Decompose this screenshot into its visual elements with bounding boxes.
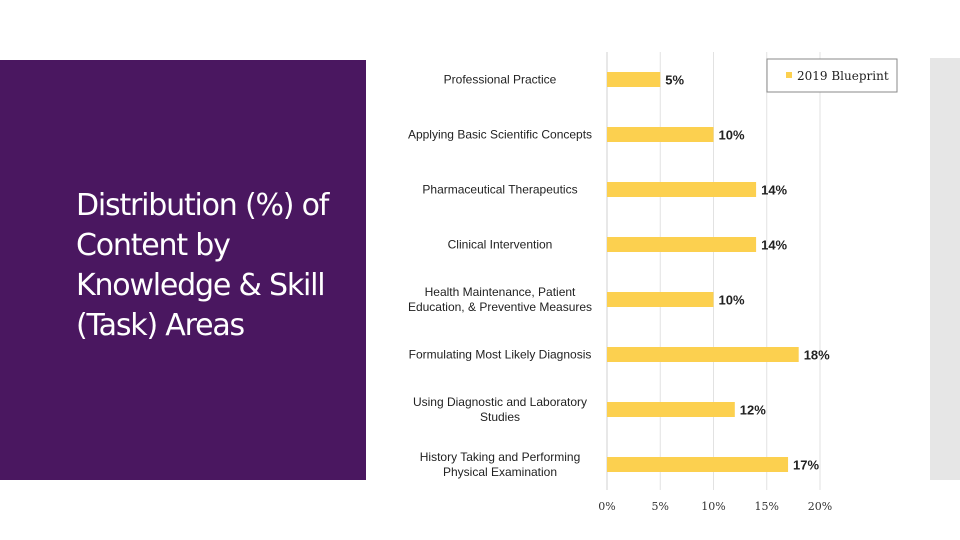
category-label: Formulating Most Likely Diagnosis (409, 348, 592, 362)
bar (607, 127, 714, 142)
bars (607, 72, 799, 472)
value-label: 14% (761, 238, 787, 253)
legend-swatch (786, 72, 792, 78)
category-label-line: Using Diagnostic and Laboratory (413, 395, 587, 409)
legend-label: 2019 Blueprint (797, 69, 889, 83)
value-label: 14% (761, 183, 787, 198)
gridlines (606, 52, 821, 490)
category-label: Professional Practice (444, 73, 557, 87)
bar (607, 347, 799, 362)
category-label-line: Clinical Intervention (448, 238, 553, 252)
category-label: Health Maintenance, Patient Education, & … (408, 285, 592, 314)
category-label-line: Physical Examination (443, 465, 557, 479)
value-label: 5% (665, 73, 684, 88)
bar (607, 457, 789, 472)
x-tick-label: 10% (701, 500, 725, 513)
bar (607, 292, 714, 307)
bar (607, 402, 735, 417)
category-label: Pharmaceutical Therapeutics (422, 183, 577, 197)
category-label: Clinical Intervention (448, 238, 553, 252)
category-label-line: Formulating Most Likely Diagnosis (409, 348, 592, 362)
value-label: 17% (793, 458, 819, 473)
category-label-line: Pharmaceutical Therapeutics (422, 183, 577, 197)
x-tick-label: 15% (755, 500, 779, 513)
bar (607, 72, 661, 87)
category-label: Applying Basic Scientific Concepts (408, 128, 592, 142)
category-label-line: Health Maintenance, Patient (425, 285, 576, 299)
value-labels: 5% 10% 14% 14% 10% 18% 12% 17% (665, 73, 830, 473)
category-label-line: Applying Basic Scientific Concepts (408, 128, 592, 142)
value-label: 18% (804, 348, 830, 363)
legend: 2019 Blueprint (766, 58, 898, 93)
title-panel (0, 60, 366, 480)
x-tick-label: 20% (808, 500, 832, 513)
category-label: Using Diagnostic and Laboratory Studies (413, 395, 587, 424)
category-label-line: Education, & Preventive Measures (408, 300, 592, 314)
right-decorative-strip (930, 58, 960, 480)
category-label-line: Studies (480, 410, 520, 424)
x-tick-label: 0% (598, 500, 615, 513)
x-axis-ticks: 0% 5% 10% 15% 20% (598, 500, 832, 513)
value-label: 10% (719, 128, 745, 143)
category-labels: Professional Practice Applying Basic Scie… (408, 73, 592, 480)
category-label-line: Professional Practice (444, 73, 557, 87)
category-label: History Taking and Performing Physical Ex… (420, 450, 581, 479)
bar (607, 237, 757, 252)
category-label-line: History Taking and Performing (420, 450, 581, 464)
slide-title: Distribution (%) of Content by Knowledge… (76, 188, 329, 343)
value-label: 12% (740, 403, 766, 418)
value-label: 10% (719, 293, 745, 308)
bar (607, 182, 757, 197)
x-tick-label: 5% (652, 500, 669, 513)
